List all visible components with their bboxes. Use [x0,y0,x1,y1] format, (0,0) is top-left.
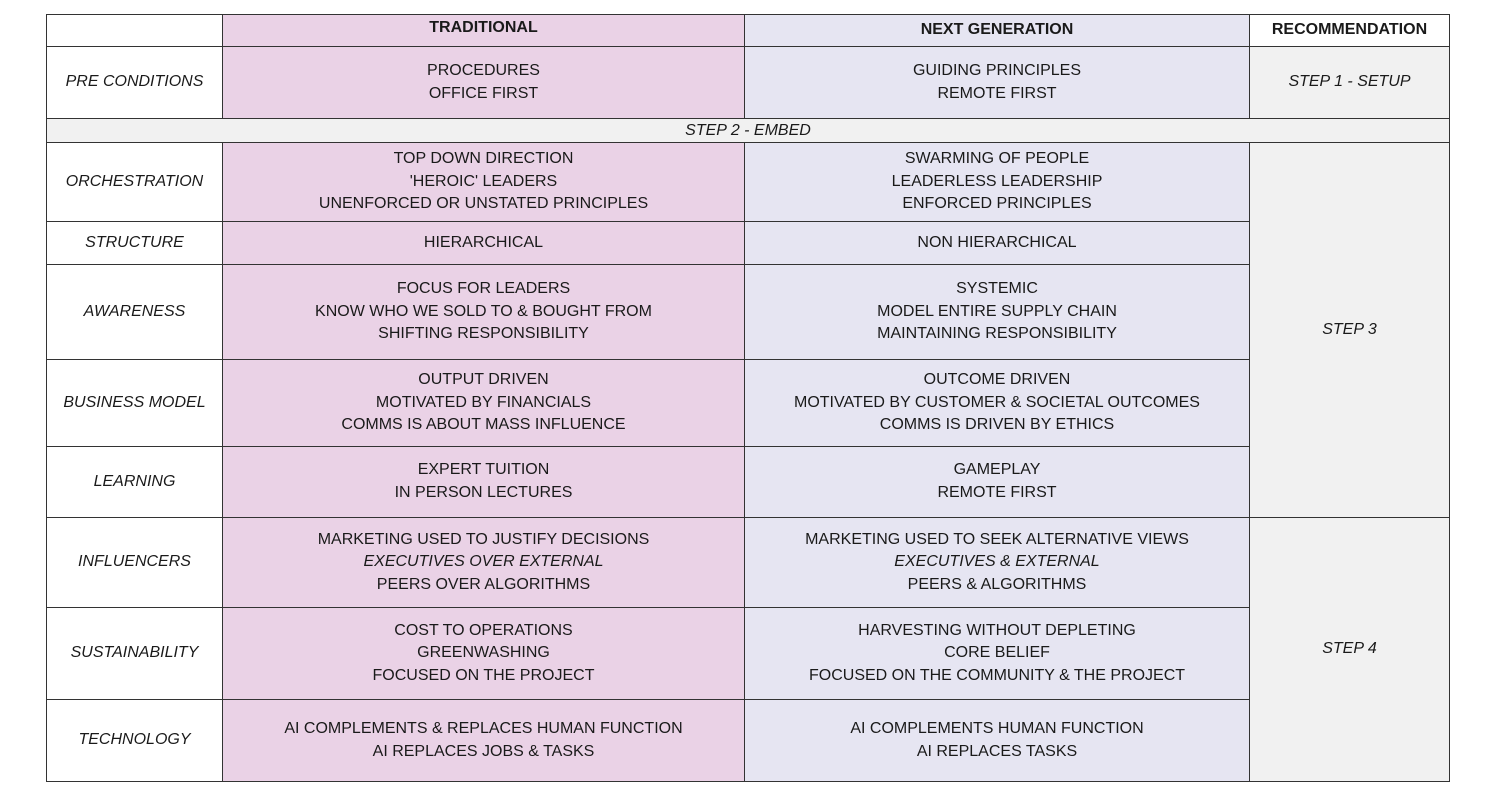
row-label: BUSINESS MODEL [46,359,223,447]
next-generation-cell: SWARMING OF PEOPLE LEADERLESS LEADERSHIP… [744,142,1250,222]
cell-line: MOTIVATED BY CUSTOMER & SOCIETAL OUTCOME… [794,393,1200,411]
row-label: STRUCTURE [46,221,223,265]
cell-line: GREENWASHING [417,644,550,662]
cell-line-italic: EXECUTIVES & EXTERNAL [894,553,1100,571]
table-body: TRADITIONAL NEXT GENERATION RECOMMENDATI… [46,14,1450,782]
next-generation-cell: MARKETING USED TO SEEK ALTERNATIVE VIEWS… [744,517,1250,608]
next-generation-cell: GAMEPLAY REMOTE FIRST [744,446,1250,518]
table-row: AWARENESS FOCUS FOR LEADERS KNOW WHO WE … [46,264,1450,360]
traditional-cell: AI COMPLEMENTS & REPLACES HUMAN FUNCTION… [222,699,745,782]
cell-line: NON HIERARCHICAL [917,233,1077,251]
cell-line: REMOTE FIRST [937,84,1057,102]
cell-line: TOP DOWN DIRECTION [393,150,574,168]
next-generation-cell: HARVESTING WITHOUT DEPLETING CORE BELIEF… [744,607,1250,700]
recommendation-step3-cell: STEP 3 [1249,142,1450,518]
table-row: INFLUENCERS MARKETING USED TO JUSTIFY DE… [46,517,1450,782]
recommendation-header-label: RECOMMENDATION [1271,21,1428,39]
recommendation-step1-cell: STEP 1 - SETUP [1249,46,1450,119]
next-generation-header-label: NEXT GENERATION [920,21,1074,39]
traditional-cell: COST TO OPERATIONS GREENWASHING FOCUSED … [222,607,745,700]
cell-line: SWARMING OF PEOPLE [904,150,1090,168]
cell-line: FOCUS FOR LEADERS [396,280,571,298]
cell-line: OUTCOME DRIVEN [923,371,1071,389]
cell-line: FOCUSED ON THE COMMUNITY & THE PROJECT [808,666,1186,684]
table-row: PRE CONDITIONS PROCEDURES OFFICE FIRST G… [46,46,1450,119]
cell-line: AI COMPLEMENTS HUMAN FUNCTION [850,719,1144,737]
cell-line: AI COMPLEMENTS & REPLACES HUMAN FUNCTION [284,719,683,737]
row-label: AWARENESS [46,264,223,360]
traditional-cell: TOP DOWN DIRECTION 'HEROIC' LEADERS UNEN… [222,142,745,222]
cell-line: MODEL ENTIRE SUPPLY CHAIN [877,302,1117,320]
next-generation-cell: AI COMPLEMENTS HUMAN FUNCTION AI REPLACE… [744,699,1250,782]
cell-line: COST TO OPERATIONS [394,621,573,639]
cell-line: GUIDING PRINCIPLES [912,61,1082,79]
traditional-cell: EXPERT TUITION IN PERSON LECTURES [222,446,745,518]
recommendation-header: RECOMMENDATION [1249,14,1450,47]
embed-row: STEP 2 - EMBED [46,118,1450,143]
cell-line: KNOW WHO WE SOLD TO & BOUGHT FROM [315,302,652,320]
comparison-table: TRADITIONAL NEXT GENERATION RECOMMENDATI… [46,14,1450,782]
cell-line: FOCUSED ON THE PROJECT [372,666,595,684]
table-row: SUSTAINABILITY COST TO OPERATIONS GREENW… [46,607,1450,700]
cell-line: PEERS & ALGORITHMS [907,575,1087,593]
cell-line: COMMS IS ABOUT MASS INFLUENCE [341,416,626,434]
traditional-cell: PROCEDURES OFFICE FIRST [222,46,745,119]
row-label: INFLUENCERS [46,517,223,608]
cell-line: MOTIVATED BY FINANCIALS [375,393,592,411]
cell-line: OUTPUT DRIVEN [418,371,549,389]
cell-line: HIERARCHICAL [423,233,544,251]
embed-step-cell: STEP 2 - EMBED [46,118,1450,143]
next-generation-cell: NON HIERARCHICAL [744,221,1250,265]
cell-line: 'HEROIC' LEADERS [409,172,558,190]
cell-line: IN PERSON LECTURES [394,484,573,501]
corner-cell [46,14,223,47]
row-label: PRE CONDITIONS [46,46,223,119]
table-row: ORCHESTRATION TOP DOWN DIRECTION 'HEROIC… [46,142,1450,518]
cell-line: UNENFORCED OR UNSTATED PRINCIPLES [318,195,649,213]
row-label: LEARNING [46,446,223,518]
table-row: TECHNOLOGY AI COMPLEMENTS & REPLACES HUM… [46,699,1450,782]
header-row: TRADITIONAL NEXT GENERATION RECOMMENDATI… [46,14,1450,47]
traditional-cell: MARKETING USED TO JUSTIFY DECISIONS EXEC… [222,517,745,608]
cell-line: HARVESTING WITHOUT DEPLETING [858,621,1136,639]
cell-line: COMMS IS DRIVEN BY ETHICS [879,416,1115,434]
table-row: BUSINESS MODEL OUTPUT DRIVEN MOTIVATED B… [46,359,1450,447]
next-generation-header: NEXT GENERATION [744,14,1250,47]
next-generation-cell: GUIDING PRINCIPLES REMOTE FIRST [744,46,1250,119]
traditional-cell: FOCUS FOR LEADERS KNOW WHO WE SOLD TO & … [222,264,745,360]
traditional-cell: HIERARCHICAL [222,221,745,265]
cell-line: AI REPLACES JOBS & TASKS [372,742,595,760]
row-label: ORCHESTRATION [46,142,223,222]
traditional-cell: OUTPUT DRIVEN MOTIVATED BY FINANCIALS CO… [222,359,745,447]
cell-line: SHIFTING RESPONSIBILITY [378,325,589,343]
next-generation-cell: OUTCOME DRIVEN MOTIVATED BY CUSTOMER & S… [744,359,1250,447]
recommendation-step4-cell: STEP 4 [1249,517,1450,782]
cell-line: REMOTE FIRST [937,484,1057,501]
cell-line: PEERS OVER ALGORITHMS [376,575,591,593]
cell-line: MAINTAINING RESPONSIBILITY [877,325,1117,343]
row-label: TECHNOLOGY [46,699,223,782]
cell-line: SYSTEMIC [956,280,1038,298]
cell-line: MARKETING USED TO SEEK ALTERNATIVE VIEWS [805,530,1189,548]
row-label: SUSTAINABILITY [46,607,223,700]
cell-line: OFFICE FIRST [428,84,539,102]
traditional-header-label: TRADITIONAL [429,19,538,37]
table-row: LEARNING EXPERT TUITION IN PERSON LECTUR… [46,446,1450,518]
cell-line: MARKETING USED TO JUSTIFY DECISIONS [317,530,650,548]
next-generation-cell: SYSTEMIC MODEL ENTIRE SUPPLY CHAIN MAINT… [744,264,1250,360]
cell-line: GAMEPLAY [953,461,1041,479]
cell-line: AI REPLACES TASKS [916,742,1078,760]
cell-line: LEADERLESS LEADERSHIP [891,172,1103,190]
cell-line: EXPERT TUITION [417,461,550,479]
cell-line: PROCEDURES [427,61,540,79]
table-row: STRUCTURE HIERARCHICAL NON HIERARCHICAL [46,221,1450,265]
cell-line: CORE BELIEF [944,644,1050,662]
cell-line-italic: EXECUTIVES OVER EXTERNAL [363,553,604,571]
cell-line: ENFORCED PRINCIPLES [902,195,1092,213]
traditional-header: TRADITIONAL [222,14,745,47]
